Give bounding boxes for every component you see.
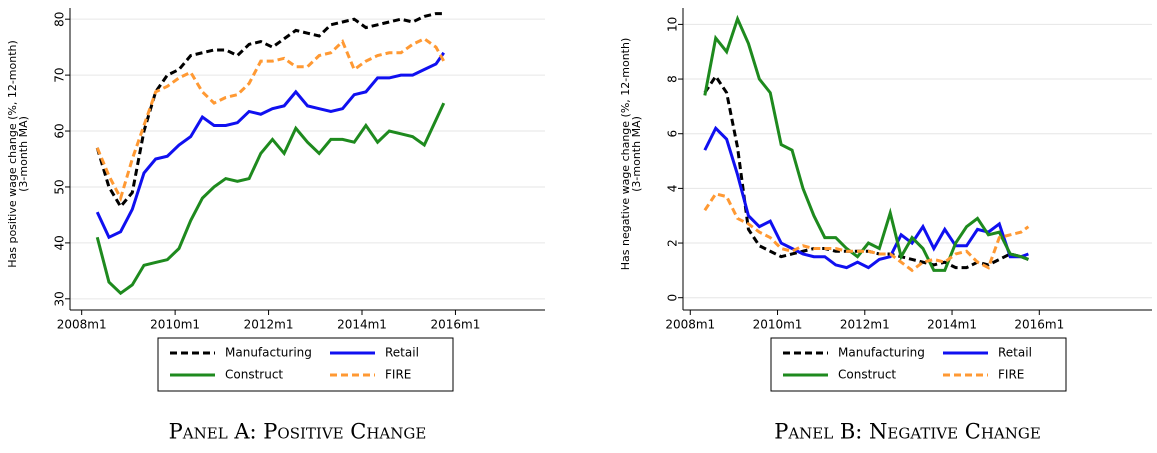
y-axis-label: (3-month MA) xyxy=(17,116,30,192)
legend-label: Retail xyxy=(998,346,1032,360)
series-line xyxy=(703,192,1030,273)
y-tick-label: 10 xyxy=(666,17,680,32)
y-tick-label: 0 xyxy=(666,294,680,302)
y-axis-label: (3-month MA) xyxy=(630,116,643,192)
panel-caption: Panel A: Positive Change xyxy=(169,420,427,444)
legend-label: Construct xyxy=(838,368,896,382)
y-tick-label: 30 xyxy=(53,291,67,306)
series-line xyxy=(703,73,1029,270)
x-tick-label: 2008m1 xyxy=(665,318,715,332)
x-tick-label: 2012m1 xyxy=(840,318,890,332)
y-axis-label: Has positive wage change (%, 12-month) xyxy=(6,40,19,268)
y-tick-label: 50 xyxy=(53,179,67,194)
y-tick-label: 70 xyxy=(53,67,67,82)
y-tick-label: 8 xyxy=(666,75,680,83)
legend-box xyxy=(157,337,454,392)
x-tick-label: 2010m1 xyxy=(150,318,200,332)
legend-label: FIRE xyxy=(998,368,1024,382)
legend-label: Manufacturing xyxy=(225,346,312,360)
series-line xyxy=(95,51,446,240)
legend-box xyxy=(770,337,1067,392)
legend-label: Manufacturing xyxy=(838,346,925,360)
y-tick-label: 40 xyxy=(53,235,67,250)
legend-label: FIRE xyxy=(385,368,411,382)
y-tick-label: 60 xyxy=(53,123,67,138)
x-tick-label: 2016m1 xyxy=(431,318,481,332)
series-line xyxy=(95,102,446,296)
x-tick-label: 2008m1 xyxy=(57,318,107,332)
panel-caption: Panel B: Negative Change xyxy=(774,420,1041,444)
x-tick-label: 2014m1 xyxy=(927,318,977,332)
y-axis-label: Has negative wage change (%, 12-month) xyxy=(619,38,632,271)
y-tick-label: 6 xyxy=(666,130,680,138)
y-tick-label: 2 xyxy=(666,239,680,247)
series-line xyxy=(703,14,1029,272)
y-tick-label: 80 xyxy=(53,12,67,27)
x-tick-label: 2010m1 xyxy=(753,318,803,332)
x-tick-label: 2016m1 xyxy=(1014,318,1064,332)
legend-label: Retail xyxy=(385,346,419,360)
x-tick-label: 2012m1 xyxy=(244,318,294,332)
series-line xyxy=(95,37,446,203)
y-tick-label: 4 xyxy=(666,185,680,193)
legend-label: Construct xyxy=(225,368,283,382)
x-tick-label: 2014m1 xyxy=(337,318,387,332)
series-line xyxy=(703,125,1029,270)
